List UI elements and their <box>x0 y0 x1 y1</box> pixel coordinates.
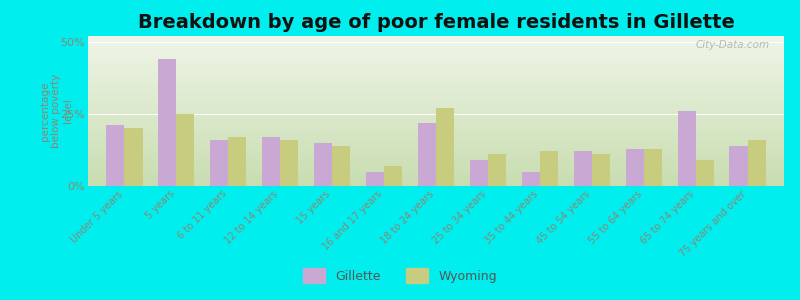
Legend: Gillette, Wyoming: Gillette, Wyoming <box>298 263 502 288</box>
Bar <box>106 125 124 186</box>
Bar <box>540 152 558 186</box>
Bar <box>522 172 540 186</box>
Bar <box>366 172 384 186</box>
Bar <box>176 114 194 186</box>
Bar <box>592 154 610 186</box>
Bar <box>696 160 714 186</box>
Bar <box>488 154 506 186</box>
Title: Breakdown by age of poor female residents in Gillette: Breakdown by age of poor female resident… <box>138 13 734 32</box>
Bar <box>314 143 332 186</box>
Bar <box>678 111 696 186</box>
Bar <box>644 148 662 186</box>
Bar <box>210 140 228 186</box>
Bar <box>418 122 436 186</box>
Bar <box>626 148 644 186</box>
Bar <box>470 160 488 186</box>
Bar <box>748 140 766 186</box>
Bar <box>574 152 592 186</box>
Text: City-Data.com: City-Data.com <box>696 40 770 50</box>
Bar <box>436 108 454 186</box>
Bar <box>124 128 142 186</box>
Y-axis label: percentage
below poverty
level: percentage below poverty level <box>40 74 73 148</box>
Bar <box>262 137 280 186</box>
Bar <box>332 146 350 186</box>
Bar <box>280 140 298 186</box>
Bar <box>384 166 402 186</box>
Bar <box>730 146 748 186</box>
Bar <box>158 59 176 186</box>
Bar <box>228 137 246 186</box>
